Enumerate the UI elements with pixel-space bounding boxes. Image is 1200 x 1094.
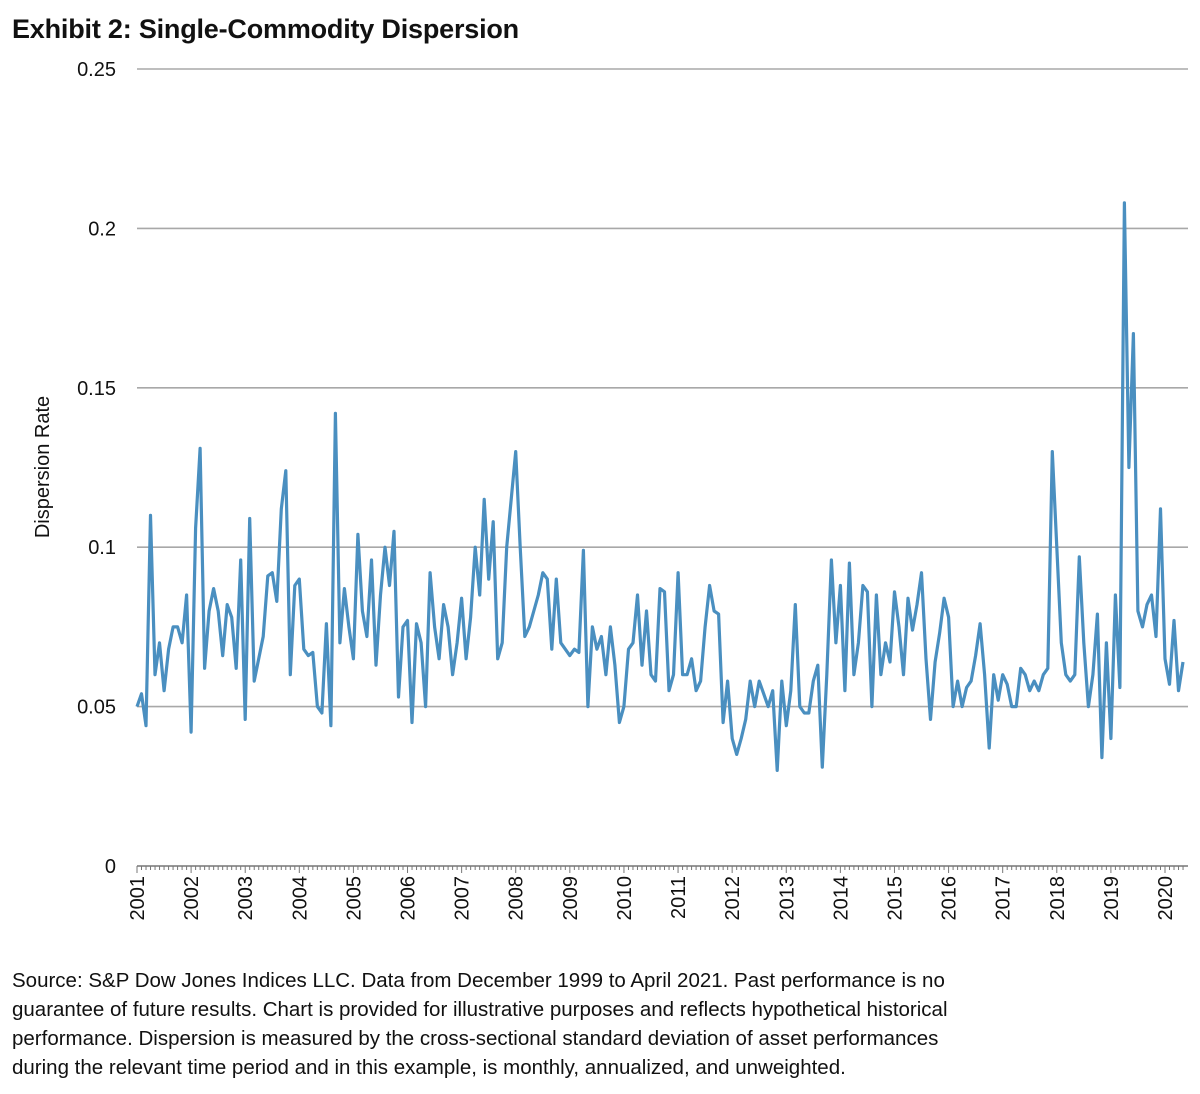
- x-tick-label: 2018: [1047, 876, 1069, 921]
- footnote-line: performance. Dispersion is measured by t…: [12, 1027, 939, 1050]
- x-tick-label: 2012: [722, 876, 744, 921]
- x-tick-label: 2014: [830, 876, 852, 921]
- x-tick-label: 2008: [506, 876, 528, 921]
- y-tick-label: 0.05: [77, 697, 116, 719]
- x-tick-label: 2007: [452, 876, 474, 921]
- x-tick-label: 2020: [1155, 876, 1177, 921]
- x-tick-label: 2010: [614, 876, 636, 921]
- x-tick-label: 2017: [993, 876, 1015, 921]
- series-line: [135, 201, 1185, 773]
- y-tick-label: 0.25: [77, 59, 116, 81]
- footnote-line: during the relevant time period and in t…: [12, 1056, 846, 1079]
- series-line-path: [135, 201, 1185, 773]
- x-axis: 2001 2002 2003 2004 2005 2006 2007 2008 2009 2010…: [127, 865, 1188, 921]
- x-tick-label: 2003: [235, 876, 257, 921]
- x-tick-label: 2001: [127, 876, 149, 921]
- x-tick-label: 2004: [289, 876, 311, 921]
- x-tick-label: 2005: [343, 876, 365, 921]
- y-tick-label: 0.2: [88, 218, 116, 240]
- source-footnote: Source: S&P Dow Jones Indices LLC. Data …: [12, 966, 1197, 1082]
- x-tick-label: 2009: [560, 876, 582, 921]
- y-tick-labels: 0 0.05 0.1 0.15 0.2 0.25: [77, 59, 116, 878]
- x-tick-label: 2002: [181, 876, 203, 921]
- footnote-line: guarantee of future results. Chart is pr…: [12, 998, 948, 1021]
- y-axis-label: Dispersion Rate: [32, 396, 54, 538]
- x-tick-label: 2016: [939, 876, 961, 921]
- x-tick-label: 2011: [668, 876, 690, 919]
- line-chart: 0 0.05 0.1 0.15 0.2 0.25 2001 2002 2003 2004 2005…: [32, 59, 1188, 921]
- chart-title: Exhibit 2: Single-Commodity Dispersion: [12, 14, 519, 44]
- y-tick-label: 0: [105, 856, 116, 878]
- x-tick-label: 2015: [884, 876, 906, 921]
- y-tick-label: 0.1: [88, 537, 116, 559]
- footnote-line: Source: S&P Dow Jones Indices LLC. Data …: [12, 969, 945, 992]
- x-tick-label: 2013: [776, 876, 798, 921]
- y-tick-label: 0.15: [77, 378, 116, 400]
- x-tick-label: 2019: [1101, 876, 1123, 921]
- x-tick-label: 2006: [398, 876, 420, 921]
